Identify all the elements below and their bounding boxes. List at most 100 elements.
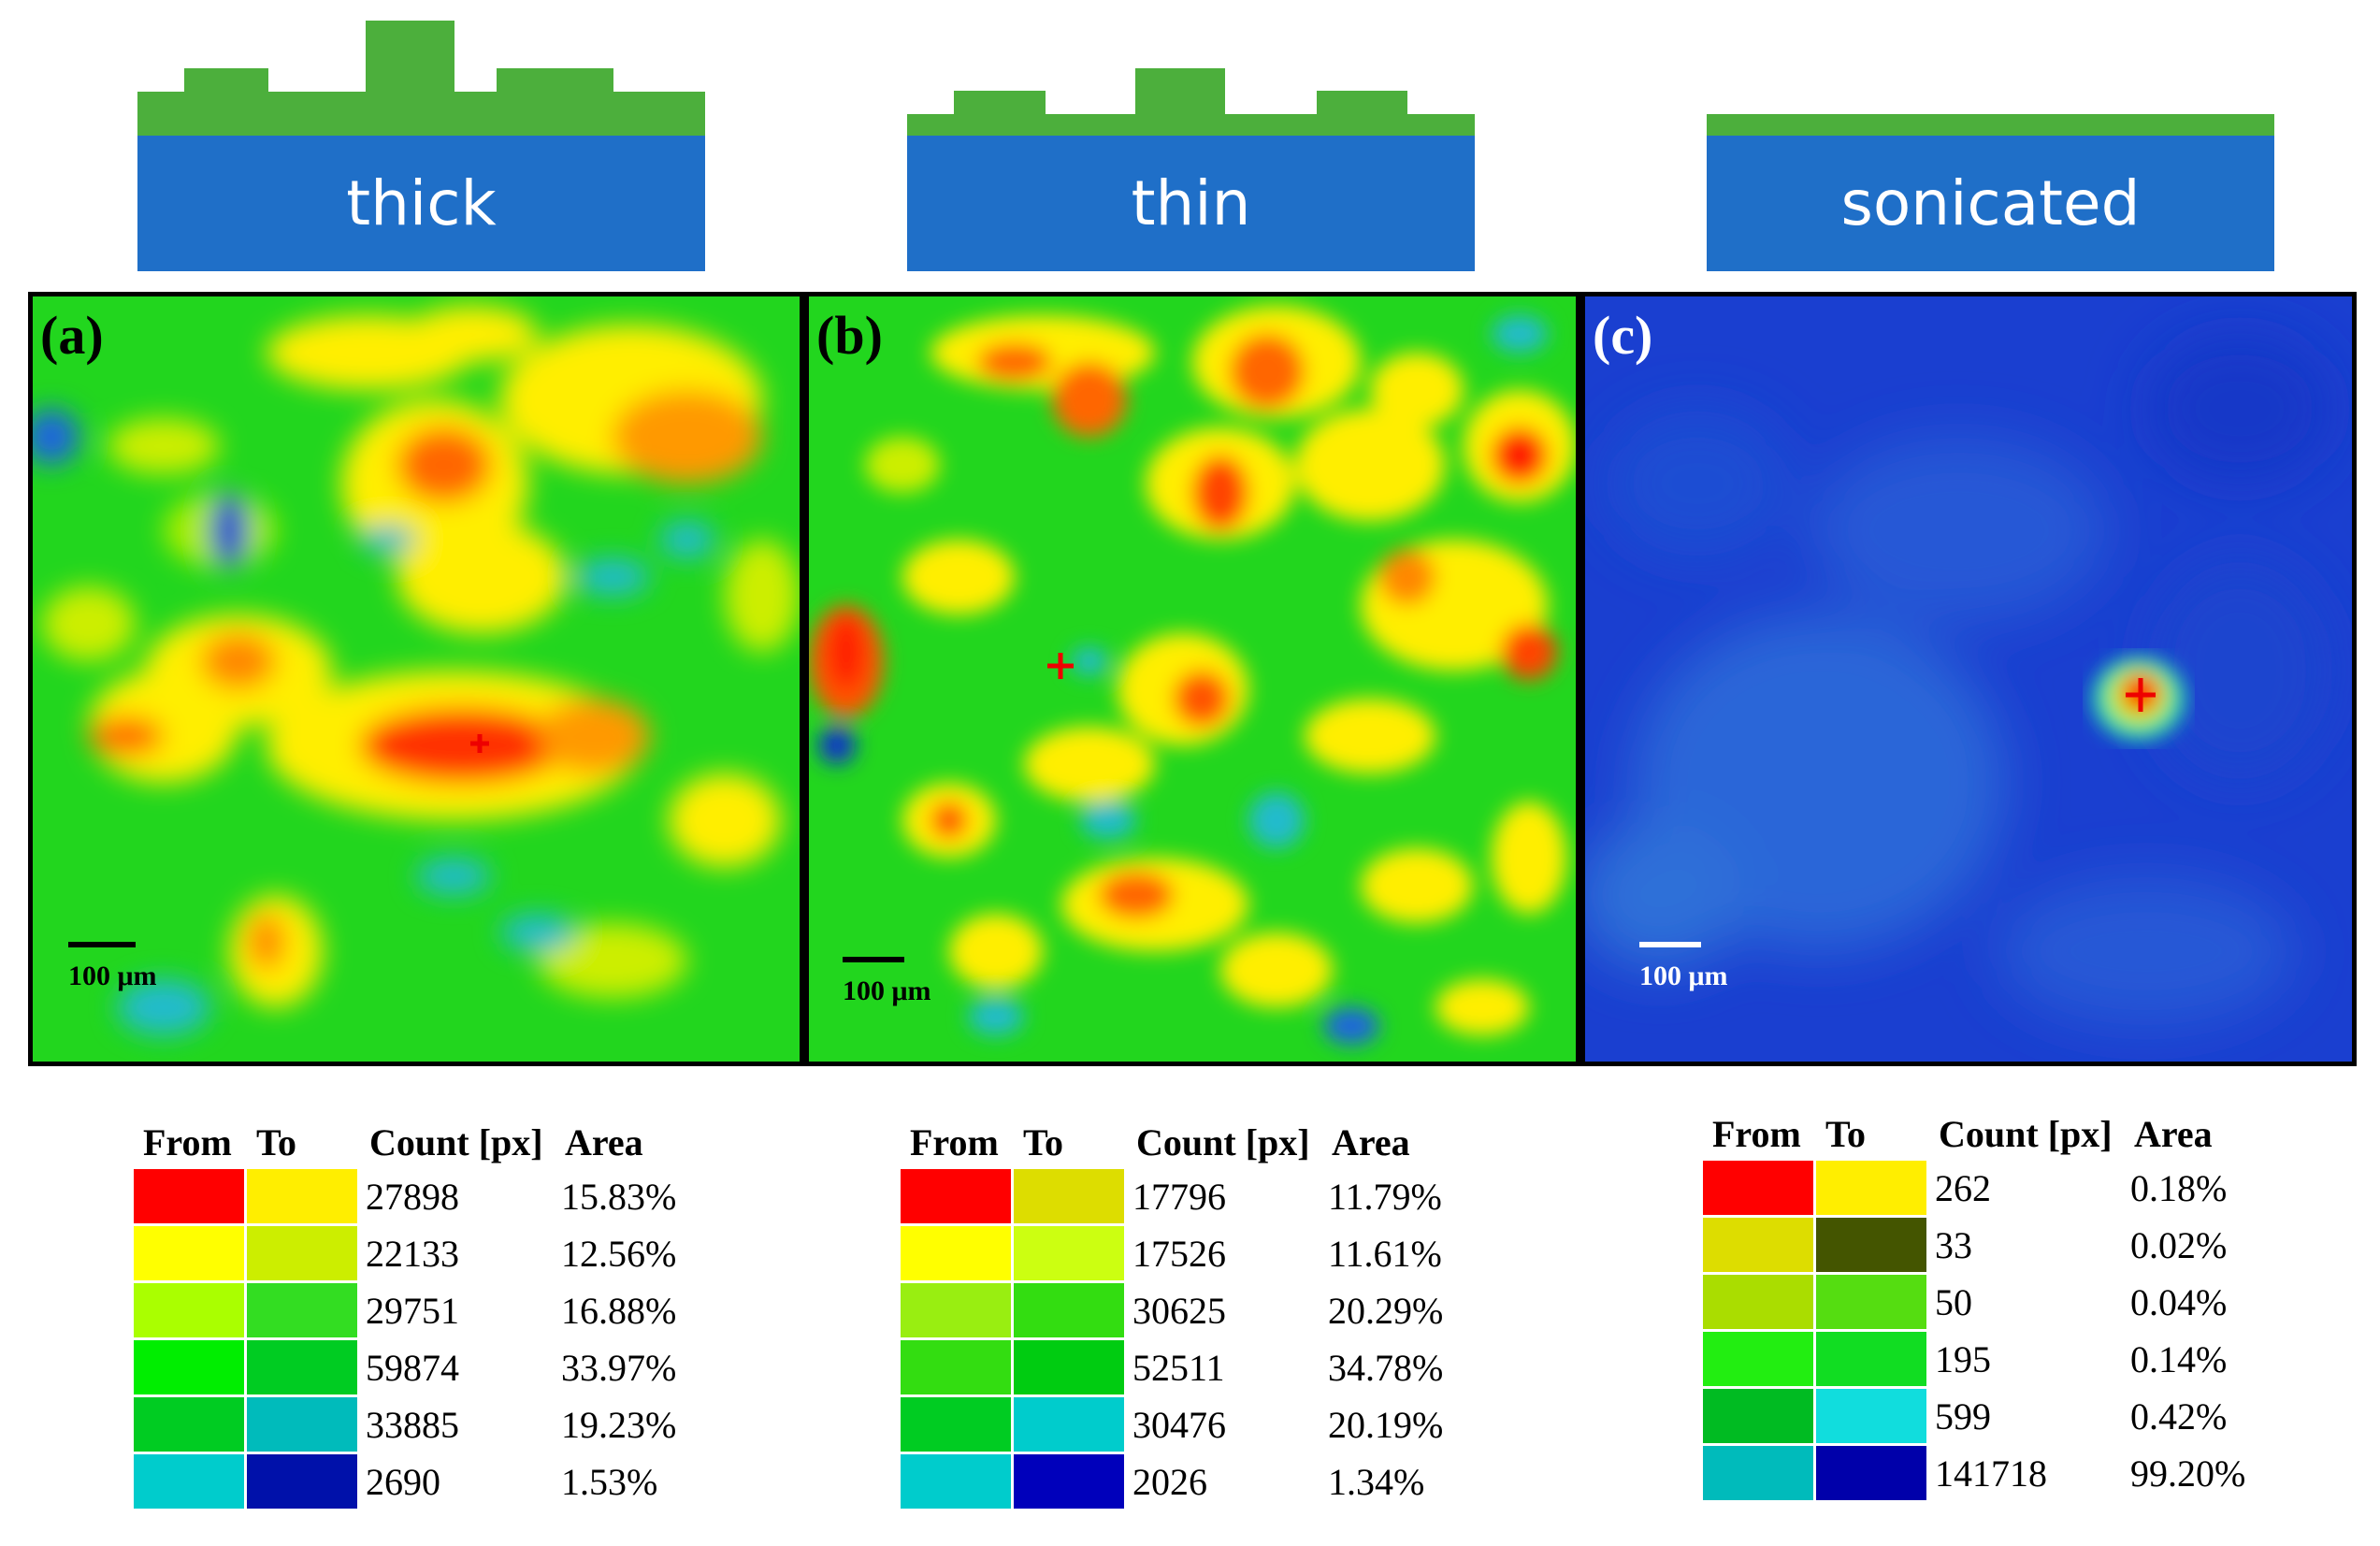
area-percent: 19.23% [561, 1403, 677, 1446]
heightmap-b: (b) 100 μm [804, 292, 1580, 1066]
panel-letter: (a) [40, 305, 104, 366]
to-color-swatch [247, 1454, 357, 1509]
color-legend: From To Count [px] Area 17796 11.79% 17526… [898, 1118, 1471, 1511]
legend-row: 30625 20.29% [901, 1283, 1468, 1337]
pixel-count: 141718 [1935, 1452, 2047, 1495]
to-color-swatch [1816, 1161, 1926, 1215]
legend-row: 2690 1.53% [134, 1454, 701, 1509]
to-color-swatch [1816, 1332, 1926, 1386]
area-percent: 0.18% [2130, 1166, 2228, 1209]
scale-label: 100 μm [1639, 961, 1728, 991]
area-percent: 11.79% [1328, 1175, 1442, 1218]
from-color-swatch [901, 1226, 1011, 1280]
legend-row: 195 0.14% [1703, 1332, 2271, 1386]
to-color-swatch [1014, 1397, 1124, 1452]
legend-row: 33 0.02% [1703, 1218, 2271, 1272]
legend-row: 50 0.04% [1703, 1275, 2271, 1329]
area-percent: 0.04% [2130, 1280, 2228, 1323]
header-to: To [1023, 1121, 1064, 1163]
area-percent: 0.14% [2130, 1337, 2228, 1380]
area-percent: 1.53% [561, 1460, 658, 1503]
pixel-count: 2026 [1132, 1460, 1207, 1503]
to-color-swatch [1816, 1275, 1926, 1329]
to-color-swatch [1816, 1446, 1926, 1500]
scale-label: 100 μm [843, 975, 931, 1006]
legend-table: From To Count [px] Area 17796 11.79% 17526… [898, 1118, 1471, 1511]
from-color-swatch [1703, 1275, 1813, 1329]
panel-a: thick [28, 0, 804, 1546]
from-color-swatch [134, 1283, 244, 1337]
pixel-count: 50 [1935, 1280, 1972, 1323]
area-percent: 20.19% [1328, 1403, 1444, 1446]
to-color-swatch [1014, 1169, 1124, 1223]
legend-row: 30476 20.19% [901, 1397, 1468, 1452]
pixel-count: 33 [1935, 1223, 1972, 1266]
area-percent: 16.88% [561, 1289, 677, 1332]
to-color-swatch [247, 1397, 357, 1452]
pixel-count: 30476 [1132, 1403, 1226, 1446]
area-percent: 11.61% [1328, 1232, 1442, 1275]
schematic-thin [907, 68, 1475, 271]
scale-bar: 100 μm [68, 942, 157, 992]
scale-bar-line [1639, 942, 1701, 947]
pixel-count: 27898 [366, 1175, 459, 1218]
sample-label: thin [1131, 167, 1251, 239]
to-color-swatch [1014, 1283, 1124, 1337]
from-color-swatch [1703, 1332, 1813, 1386]
to-color-swatch [1014, 1340, 1124, 1394]
header-area: Area [565, 1121, 643, 1163]
legend-table: From To Count [px] Area 262 0.18% 33 0.02% 5… [1700, 1109, 2273, 1503]
scale-bar-line [68, 942, 136, 947]
from-color-swatch [901, 1340, 1011, 1394]
legend-row: 17526 11.61% [901, 1226, 1468, 1280]
area-percent: 15.83% [561, 1175, 677, 1218]
sample-label: thick [346, 167, 497, 239]
legend-row: 59874 33.97% [134, 1340, 701, 1394]
to-color-swatch [1816, 1218, 1926, 1272]
legend-row: 33885 19.23% [134, 1397, 701, 1452]
legend-rows: 262 0.18% 33 0.02% 50 0.04% 195 0.14% 599 0.42% 14… [1703, 1161, 2271, 1500]
panel-letter: (b) [816, 305, 883, 366]
header-from: From [1712, 1113, 1801, 1155]
legend-row: 22133 12.56% [134, 1226, 701, 1280]
panel-c: sonicated [1580, 0, 2357, 1546]
pixel-count: 29751 [366, 1289, 459, 1332]
legend-row: 141718 99.20% [1703, 1446, 2271, 1500]
legend-row: 29751 16.88% [134, 1283, 701, 1337]
from-color-swatch [134, 1169, 244, 1223]
header-area: Area [2134, 1113, 2213, 1155]
header-to: To [256, 1121, 297, 1163]
from-color-swatch [1703, 1161, 1813, 1215]
area-percent: 12.56% [561, 1232, 677, 1275]
from-color-swatch [1703, 1218, 1813, 1272]
pixel-count: 59874 [366, 1346, 459, 1389]
to-color-swatch [1014, 1226, 1124, 1280]
legend-row: 27898 15.83% [134, 1169, 701, 1223]
header-count: Count [px] [1136, 1121, 1310, 1163]
pixel-count: 17796 [1132, 1175, 1226, 1218]
heightmap-a: (a) 100 μm [28, 292, 804, 1066]
legend-row: 17796 11.79% [901, 1169, 1468, 1223]
pixel-count: 195 [1935, 1337, 1991, 1380]
schematic-sonicated [1707, 114, 2274, 271]
to-color-swatch [247, 1226, 357, 1280]
legend-row: 52511 34.78% [901, 1340, 1468, 1394]
to-color-swatch [1816, 1389, 1926, 1443]
area-percent: 0.42% [2130, 1394, 2228, 1438]
heightmap-c: (c) 100 μm [1580, 292, 2357, 1066]
legend-rows: 27898 15.83% 22133 12.56% 29751 16.88% 59874 33… [134, 1169, 701, 1509]
to-color-swatch [1014, 1454, 1124, 1509]
area-percent: 20.29% [1328, 1289, 1444, 1332]
pixel-count: 30625 [1132, 1289, 1226, 1332]
header-count: Count [px] [369, 1121, 543, 1163]
panel-letter: (c) [1593, 305, 1653, 366]
legend-row: 262 0.18% [1703, 1161, 2271, 1215]
pixel-count: 599 [1935, 1394, 1991, 1438]
legend-row: 599 0.42% [1703, 1389, 2271, 1443]
legend-row: 2026 1.34% [901, 1454, 1468, 1509]
pixel-count: 2690 [366, 1460, 440, 1503]
color-legend: From To Count [px] Area 27898 15.83% 22133… [131, 1118, 704, 1511]
header-from: From [143, 1121, 232, 1163]
from-color-swatch [134, 1397, 244, 1452]
header-to: To [1825, 1113, 1867, 1155]
